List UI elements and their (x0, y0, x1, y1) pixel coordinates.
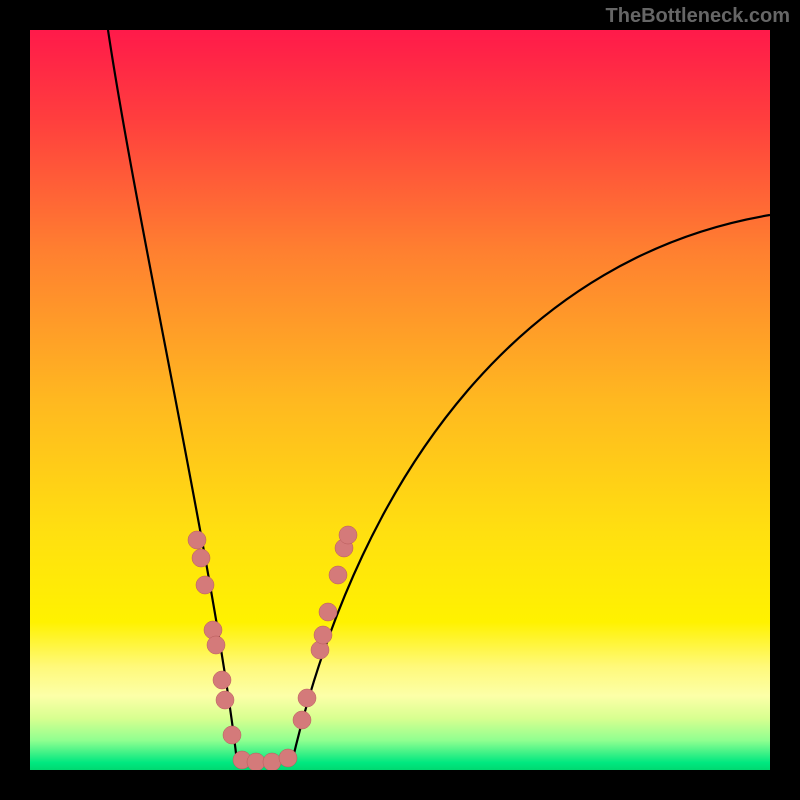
chart-svg (30, 30, 770, 770)
data-marker (196, 576, 214, 594)
data-marker (223, 726, 241, 744)
data-marker (207, 636, 225, 654)
data-marker (263, 753, 281, 770)
data-marker (298, 689, 316, 707)
data-marker (293, 711, 311, 729)
data-marker (213, 671, 231, 689)
chart-container (30, 30, 770, 770)
watermark-text: TheBottleneck.com (606, 5, 790, 28)
data-marker (279, 749, 297, 767)
data-marker (314, 626, 332, 644)
data-marker (216, 691, 234, 709)
data-marker (188, 531, 206, 549)
data-marker (329, 566, 347, 584)
data-marker (339, 526, 357, 544)
data-marker (247, 753, 265, 770)
data-marker (319, 603, 337, 621)
data-marker (192, 549, 210, 567)
chart-background (30, 30, 770, 770)
